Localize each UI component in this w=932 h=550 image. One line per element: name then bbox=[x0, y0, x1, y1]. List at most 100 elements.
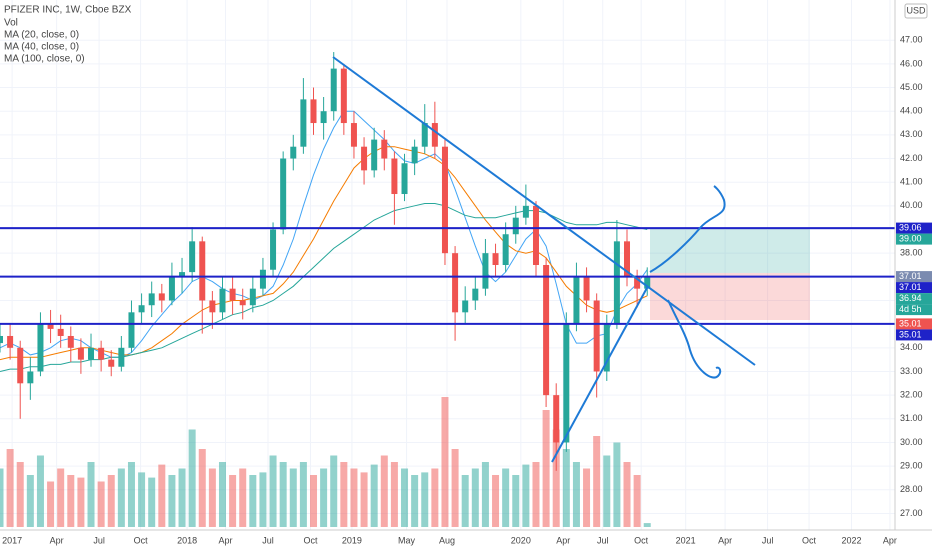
volume-bar bbox=[249, 475, 257, 527]
candle-body bbox=[583, 276, 590, 301]
ma-line bbox=[0, 110, 648, 358]
profit-zone bbox=[650, 228, 810, 273]
volume-bar bbox=[431, 468, 439, 527]
candle-body bbox=[57, 328, 64, 336]
volume-bar bbox=[77, 477, 85, 527]
candle-body bbox=[563, 324, 570, 443]
y-tick-label: 43.00 bbox=[900, 129, 923, 139]
volume-bar bbox=[441, 397, 449, 527]
y-tick-label: 31.00 bbox=[900, 413, 923, 423]
candle-body bbox=[0, 335, 3, 344]
x-tick-label: 2022 bbox=[841, 535, 861, 545]
x-tick-label: Apr bbox=[50, 535, 64, 545]
candle-body bbox=[158, 293, 165, 301]
x-tick-label: Apr bbox=[556, 535, 570, 545]
y-tick-label: 42.00 bbox=[900, 153, 923, 163]
volume-bar bbox=[411, 475, 419, 527]
volume-bar bbox=[320, 468, 328, 527]
volume-bar bbox=[117, 468, 125, 527]
y-tick-label: 29.00 bbox=[900, 460, 923, 470]
price-tag bbox=[896, 329, 932, 341]
indicator: Vol bbox=[4, 18, 18, 29]
y-tick-label: 46.00 bbox=[900, 58, 923, 68]
price-tag-label: 37.01 bbox=[899, 282, 922, 292]
trend-line bbox=[551, 285, 649, 463]
candle-body bbox=[290, 146, 297, 159]
volume-bar bbox=[380, 455, 388, 527]
volume-bar bbox=[289, 468, 297, 527]
candle-body bbox=[634, 276, 641, 289]
y-tick-label: 27.00 bbox=[900, 508, 923, 518]
volume-bar bbox=[299, 462, 307, 527]
volume-bar bbox=[502, 468, 510, 527]
trend-line bbox=[332, 56, 756, 366]
y-tick-label: 33.00 bbox=[900, 366, 923, 376]
volume-bar bbox=[26, 475, 34, 527]
y-tick-label: 32.00 bbox=[900, 390, 923, 400]
candle-body bbox=[249, 288, 256, 306]
candle-body bbox=[421, 123, 428, 147]
volume-bar bbox=[360, 472, 368, 527]
candle-body bbox=[47, 324, 54, 329]
x-tick-label: Oct bbox=[634, 535, 649, 545]
currency: USD bbox=[906, 5, 926, 15]
countdown-tag bbox=[896, 304, 932, 316]
symbol-title: PFIZER INC, 1W, Cboe BZX bbox=[4, 5, 132, 16]
candle-body bbox=[270, 229, 277, 270]
candle-body bbox=[320, 111, 327, 124]
candle-body bbox=[482, 253, 489, 289]
currency-badge[interactable] bbox=[904, 3, 928, 19]
candle-body bbox=[532, 205, 539, 265]
volume-bar bbox=[148, 477, 156, 527]
candle-body bbox=[371, 139, 378, 171]
volume-bar bbox=[451, 449, 459, 527]
price-tag-label: 36.94 bbox=[899, 293, 922, 303]
volume-bar bbox=[613, 442, 621, 527]
candle-body bbox=[209, 300, 216, 313]
volume-bar bbox=[572, 462, 580, 527]
candle-body bbox=[27, 371, 34, 384]
price-tag-label: 39.06 bbox=[899, 222, 922, 232]
y-tick-label: 30.00 bbox=[900, 437, 923, 447]
x-tick-label: 2019 bbox=[342, 535, 362, 545]
candle-body bbox=[502, 234, 509, 265]
candle-body bbox=[189, 241, 196, 273]
volume-bar bbox=[471, 468, 479, 527]
volume-bar bbox=[461, 475, 469, 527]
candle-body bbox=[512, 217, 519, 235]
candle-body bbox=[67, 335, 74, 348]
volume-bar bbox=[593, 436, 601, 527]
drawing-up bbox=[649, 185, 726, 273]
volume-bar bbox=[259, 472, 267, 527]
volume-bar bbox=[542, 410, 550, 527]
x-tick-label: Jul bbox=[762, 535, 774, 545]
price-tag-label: 39.00 bbox=[899, 233, 922, 243]
price-tag bbox=[896, 282, 932, 294]
candle-body bbox=[543, 265, 550, 396]
volume-bar bbox=[178, 468, 186, 527]
volume-bar bbox=[623, 462, 631, 527]
drawing-down bbox=[667, 299, 722, 379]
candle-body bbox=[573, 276, 580, 325]
candle-body bbox=[624, 241, 631, 277]
candle-body bbox=[593, 300, 600, 372]
candle-body bbox=[108, 359, 115, 367]
volume-bar bbox=[401, 468, 409, 527]
candle-body bbox=[391, 158, 398, 195]
candle-body bbox=[98, 347, 105, 360]
candle-body bbox=[462, 300, 469, 313]
volume-bar bbox=[633, 475, 641, 527]
candle-body bbox=[340, 68, 347, 124]
indicator: MA (20, close, 0) bbox=[4, 30, 79, 41]
volume-bar bbox=[168, 475, 176, 527]
volume-bar bbox=[138, 472, 146, 527]
indicator: MA (40, close, 0) bbox=[4, 42, 79, 53]
candles bbox=[0, 52, 651, 471]
candle-body bbox=[17, 347, 24, 384]
candle-body bbox=[492, 253, 499, 265]
volume-bar bbox=[340, 462, 348, 527]
volume-bar bbox=[229, 475, 237, 527]
price-tag bbox=[896, 318, 932, 330]
x-tick-label: 2021 bbox=[676, 535, 696, 545]
